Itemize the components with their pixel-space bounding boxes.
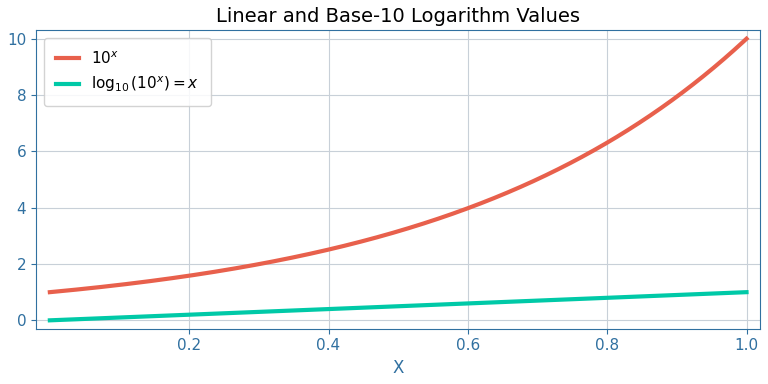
$10^x$ [327,247,336,251]
$\log_{10}(10^x) = x$ [742,290,751,295]
$10^x$ [742,36,751,41]
$\log_{10}(10^x) = x$ [327,307,336,311]
$10^x$ [601,141,611,146]
$\log_{10}(10^x) = x$ [601,296,611,300]
$\log_{10}(10^x) = x$ [45,318,55,323]
Line: $\log_{10}(10^x) = x$: $\log_{10}(10^x) = x$ [50,292,746,320]
$10^x$ [352,240,361,245]
$\log_{10}(10^x) = x$ [352,306,361,310]
$10^x$ [45,290,55,295]
$10^x$ [588,149,598,153]
Line: $10^x$: $10^x$ [50,39,746,292]
Legend: $10^x$, $\log_{10}(10^x) = x$: $10^x$, $\log_{10}(10^x) = x$ [44,38,211,106]
$\log_{10}(10^x) = x$ [117,315,126,320]
$10^x$ [524,181,533,186]
Title: Linear and Base-10 Logarithm Values: Linear and Base-10 Logarithm Values [216,7,580,26]
$10^x$ [117,282,126,287]
$\log_{10}(10^x) = x$ [588,296,598,301]
$\log_{10}(10^x) = x$ [524,299,533,303]
X-axis label: X: X [392,359,404,377]
